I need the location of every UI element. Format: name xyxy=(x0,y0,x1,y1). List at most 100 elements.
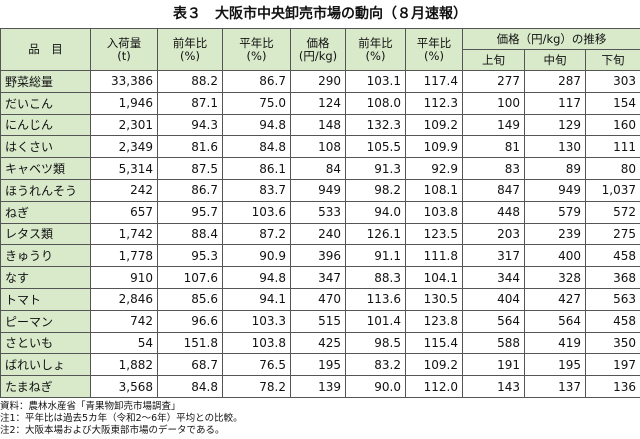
cell: 90.0 xyxy=(345,375,406,398)
cell: 96.6 xyxy=(157,309,223,333)
cell: 404 xyxy=(462,287,525,311)
column-header: 価格 (円/kg) xyxy=(290,28,346,71)
cell: 191 xyxy=(462,353,525,377)
cell: 94.0 xyxy=(345,200,406,224)
cell: 117 xyxy=(524,91,586,115)
title: 表３ 大阪市中央卸売市場の動向（８月速報） xyxy=(173,6,467,22)
column-header: 前年比 (%) xyxy=(345,28,406,71)
cell: 68.7 xyxy=(157,353,223,377)
cell: 103.8 xyxy=(222,331,291,355)
cell: 154 xyxy=(584,91,640,115)
cell: 83.7 xyxy=(222,178,291,202)
table-row: ほうれんそう 242 86.7 83.7 949 98.2 108.1 847 949 1,037 xyxy=(0,178,640,202)
cell: 344 xyxy=(462,266,525,289)
cell: 458 xyxy=(584,244,640,268)
cell: 2,349 xyxy=(90,135,158,159)
cell: 104.1 xyxy=(405,266,463,289)
subcolumn-header: 下旬 xyxy=(584,49,640,71)
row-label: ねぎ xyxy=(0,200,91,224)
cell: 86.1 xyxy=(222,157,291,180)
row-label: だいこん xyxy=(0,91,91,115)
cell: 84.8 xyxy=(157,375,223,398)
cell: 1,037 xyxy=(584,178,640,202)
cell: 242 xyxy=(90,178,158,202)
cell: 87.5 xyxy=(157,157,223,180)
cell: 195 xyxy=(290,353,346,377)
table-row: たまねぎ 3,568 84.8 78.2 139 90.0 112.0 143 137 136 xyxy=(0,375,640,398)
header-text: 平年比 xyxy=(239,35,274,50)
row-label: ほうれんそう xyxy=(0,178,91,202)
table: 品 目入荷量 (t) 前年比 (%) 平年比 (%) 価格 (円/kg) 前年比 (%) 平年比 (%… xyxy=(0,28,640,398)
cell: 3,568 xyxy=(90,375,158,398)
cell: 98.5 xyxy=(345,331,406,355)
table-row: なす 910 107.6 94.8 347 88.3 104.1 344 328 368 xyxy=(0,266,640,289)
header-row: 上旬 中旬 下旬 xyxy=(1,49,640,71)
header-text: (%) xyxy=(246,48,267,63)
cell: 95.7 xyxy=(157,200,223,224)
cell: 108 xyxy=(290,135,346,159)
header-text: 品 目 xyxy=(28,42,63,56)
cell: 572 xyxy=(584,200,640,224)
cell: 88.2 xyxy=(157,70,223,93)
cell: 160 xyxy=(584,113,640,137)
cell: 328 xyxy=(524,266,586,289)
cell: 277 xyxy=(462,70,525,93)
cell: 425 xyxy=(290,331,346,355)
header-row: 品 目入荷量 (t) 前年比 (%) 平年比 (%) 価格 (円/kg) 前年比 (%) 平年比 (%… xyxy=(0,28,640,71)
cell: 910 xyxy=(90,266,158,289)
column-header: 平年比 (%) xyxy=(222,28,291,71)
cell: 148 xyxy=(290,113,346,137)
cell: 91.1 xyxy=(345,244,406,268)
cell: 533 xyxy=(290,200,346,224)
cell: 75.0 xyxy=(222,91,291,115)
header-text: (%) xyxy=(424,48,444,63)
cell: 143 xyxy=(462,375,525,398)
cell: 84 xyxy=(290,157,346,180)
header-text: 前年比 xyxy=(172,35,208,50)
table-row: 野菜総量 33,386 88.2 86.7 290 103.1 117.4 277 287 303 xyxy=(0,70,640,93)
cell: 419 xyxy=(524,331,586,355)
row-label: レタス類 xyxy=(0,222,91,246)
cell: 54 xyxy=(90,331,158,355)
cell: 81.6 xyxy=(157,135,223,159)
cell: 132.3 xyxy=(345,113,406,137)
header-text: 平年比 xyxy=(416,35,452,50)
row-label: なす xyxy=(0,266,91,289)
cell: 76.5 xyxy=(222,353,291,377)
cell: 303 xyxy=(584,70,640,93)
cell: 1,778 xyxy=(90,244,158,268)
cell: 123.8 xyxy=(405,309,463,333)
cell: 115.4 xyxy=(405,331,463,355)
header-text: 価格 xyxy=(306,35,330,50)
cell: 103.6 xyxy=(222,200,291,224)
cell: 197 xyxy=(584,353,640,377)
cell: 109.2 xyxy=(405,353,463,377)
cell: 88.3 xyxy=(345,266,406,289)
cell: 2,846 xyxy=(90,287,158,311)
table-row: にんじん 2,301 94.3 94.8 148 132.3 109.2 149 129 160 xyxy=(0,113,640,137)
cell: 347 xyxy=(290,266,346,289)
cell: 317 xyxy=(462,244,525,268)
note: 資料：農林水産省「青果物卸売市場調査」 xyxy=(0,400,181,412)
cell: 111 xyxy=(584,135,640,159)
cell: 103.3 xyxy=(222,309,291,333)
note: 注2：大阪本場および大阪東部市場のデータである。 xyxy=(0,424,225,436)
cell: 108.0 xyxy=(345,91,406,115)
cell: 83.2 xyxy=(345,353,406,377)
cell: 124 xyxy=(290,91,346,115)
cell: 94.8 xyxy=(222,113,291,137)
cell: 83 xyxy=(462,157,525,180)
cell: 564 xyxy=(462,309,525,333)
cell: 109.9 xyxy=(405,135,463,159)
table-row: だいこん 1,946 87.1 75.0 124 108.0 112.3 100 117 154 xyxy=(0,91,640,115)
cell: 87.2 xyxy=(222,222,291,246)
table-row: ねぎ 657 95.7 103.6 533 94.0 103.8 448 579 572 xyxy=(0,200,640,224)
header-text: (円/kg) xyxy=(298,48,338,63)
header-text: (%) xyxy=(180,48,200,63)
cell: 92.9 xyxy=(405,157,463,180)
cell: 564 xyxy=(524,309,586,333)
subcolumn-header: 上旬 xyxy=(462,49,525,71)
cell: 109.2 xyxy=(405,113,463,137)
cell: 87.1 xyxy=(157,91,223,115)
